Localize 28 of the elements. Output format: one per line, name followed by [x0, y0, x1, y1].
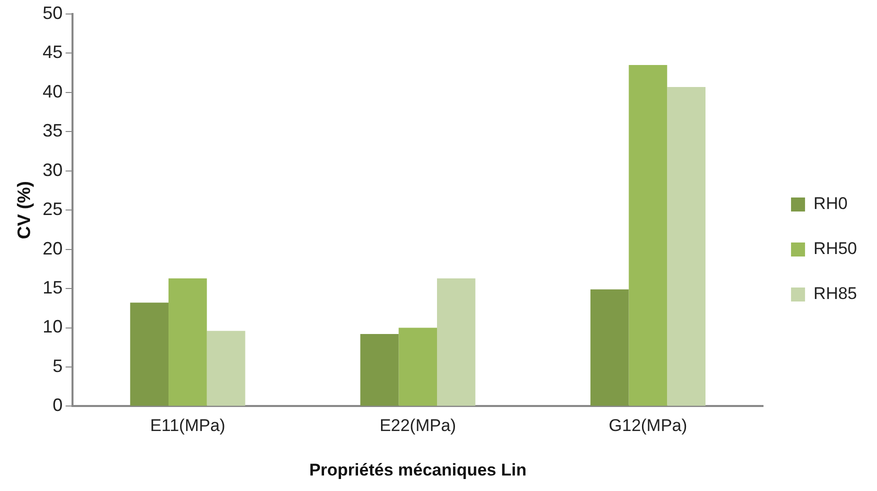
y-tick-label: 10 [42, 316, 63, 337]
y-axis-title: CV (%) [14, 181, 34, 240]
bar [206, 330, 246, 406]
legend-label: RH50 [814, 239, 858, 258]
bar [667, 86, 706, 406]
y-tick-label: 35 [42, 120, 63, 141]
x-tick-label: E11(MPa) [150, 416, 226, 436]
bar [130, 302, 169, 406]
x-axis-title: Propriétés mécaniques Lin [309, 460, 526, 480]
bar [360, 334, 399, 406]
bar [168, 278, 207, 406]
y-tick-label: 30 [42, 160, 63, 180]
legend-label: RH0 [814, 194, 848, 214]
x-tick-label: G12(MPa) [608, 416, 688, 436]
y-tick-label: 40 [42, 81, 63, 102]
y-tick-label: 45 [42, 42, 63, 62]
y-tick-label: 15 [42, 278, 63, 298]
y-tick-label: 5 [52, 356, 63, 376]
bar [398, 328, 438, 406]
y-tick-label: 20 [42, 238, 63, 258]
bar [628, 64, 668, 406]
y-tick-label: 0 [52, 395, 63, 416]
y-tick-label: 50 [42, 2, 63, 23]
bar [590, 289, 629, 406]
legend-label: RH85 [814, 284, 858, 304]
y-tick-label: 25 [42, 199, 63, 220]
x-tick-label: E22(MPa) [380, 416, 456, 436]
bar [437, 278, 476, 406]
